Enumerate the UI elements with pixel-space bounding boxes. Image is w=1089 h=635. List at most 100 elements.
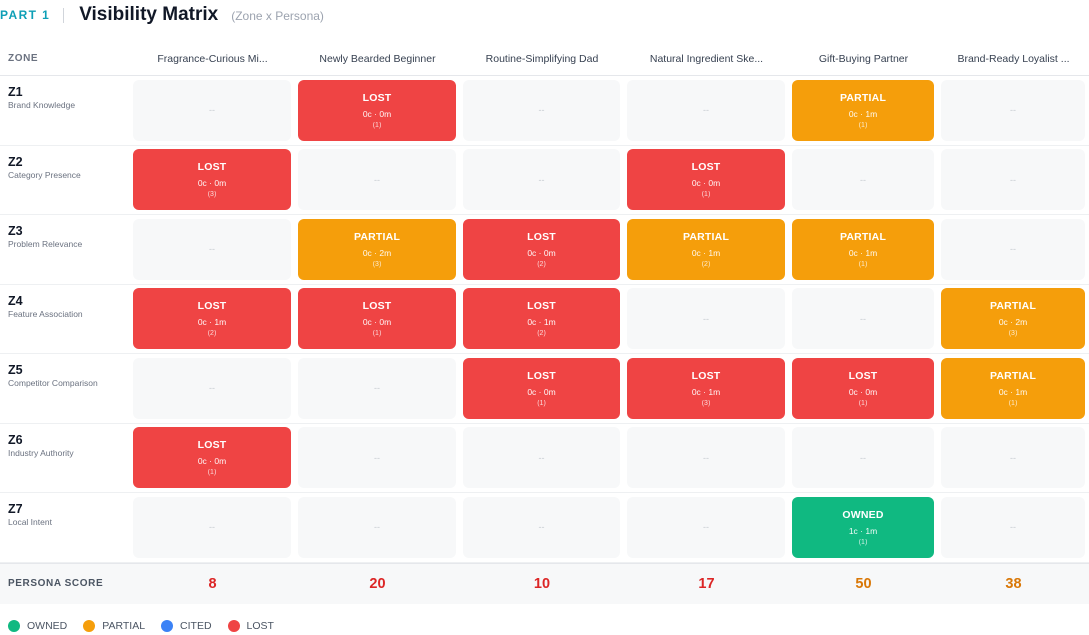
- citation-mention-metric: 0c · 1m: [691, 247, 721, 258]
- persona-score-value: 20: [369, 575, 386, 592]
- empty-cell: --: [941, 427, 1085, 489]
- status-label: LOST: [527, 230, 556, 243]
- citation-mention-metric: 0c · 0m: [362, 108, 392, 119]
- query-count: (1): [372, 330, 382, 338]
- empty-cell: --: [941, 218, 1085, 280]
- query-count: (1): [858, 260, 868, 268]
- citation-mention-metric: 0c · 2m: [362, 247, 392, 258]
- matrix-cell: LOST 0c · 0m (1): [789, 354, 938, 424]
- matrix-cell: --: [295, 493, 460, 563]
- matrix-cell: --: [130, 493, 295, 563]
- matrix-cell: --: [624, 285, 789, 354]
- matrix-cell: --: [295, 354, 460, 424]
- citation-mention-metric: 0c · 0m: [197, 456, 227, 467]
- query-count: (2): [537, 260, 546, 268]
- zone-id: Z2: [8, 154, 23, 169]
- header-divider: [63, 7, 65, 23]
- query-count: (1): [537, 399, 546, 407]
- matrix-header-row: ZONE Fragrance-Curious Mi... Newly Bearde…: [0, 42, 1089, 76]
- persona-column-header: Fragrance-Curious Mi...: [130, 42, 295, 76]
- persona-column-header: Gift-Buying Partner: [789, 42, 938, 76]
- query-count: (1): [701, 191, 711, 199]
- lost-status-cell[interactable]: LOST 0c · 1m (2): [463, 288, 620, 350]
- lost-status-cell[interactable]: LOST 0c · 0m (1): [792, 357, 934, 419]
- status-label: LOST: [197, 300, 227, 313]
- legend-dot-icon: [227, 620, 240, 632]
- matrix-cell: PARTIAL 0c · 1m (1): [789, 76, 938, 146]
- zone-row: Z2 Category Presence LOST 0c · 0m (3) -- -- LOS…: [0, 146, 1089, 215]
- legend-dot-icon: [161, 620, 174, 632]
- empty-cell: --: [627, 427, 785, 489]
- lost-status-cell[interactable]: LOST 0c · 0m (1): [298, 79, 456, 141]
- lost-status-cell[interactable]: LOST 0c · 1m (2): [133, 288, 291, 350]
- legend-dot-icon: [83, 620, 96, 632]
- lost-status-cell[interactable]: LOST 0c · 1m (3): [627, 357, 785, 419]
- query-count: (1): [858, 121, 868, 129]
- page-header: PART 1 Visibility Matrix (Zone x Persona…: [0, 0, 1089, 30]
- query-count: (2): [701, 260, 711, 268]
- persona-score-row: PERSONA SCORE 8 20 10 17 50 38: [0, 562, 1089, 604]
- empty-cell: --: [463, 427, 620, 489]
- empty-cell: --: [133, 357, 291, 419]
- partial-status-cell[interactable]: PARTIAL 0c · 1m (1): [941, 357, 1085, 419]
- zone-label-cell: Z1 Brand Knowledge: [0, 76, 130, 146]
- legend-item-cited: CITED: [161, 620, 212, 632]
- matrix-cell: LOST 0c · 1m (2): [460, 285, 624, 354]
- empty-cell: --: [133, 496, 291, 558]
- zone-row: Z3 Problem Relevance -- PARTIAL 0c · 2m (3) LO…: [0, 215, 1089, 285]
- lost-status-cell[interactable]: LOST 0c · 0m (1): [463, 357, 620, 419]
- matrix-cell: LOST 0c · 1m (2): [130, 285, 295, 354]
- partial-status-cell[interactable]: PARTIAL 0c · 1m (1): [792, 218, 934, 280]
- legend-item-lost: LOST: [227, 620, 274, 632]
- citation-mention-metric: 0c · 1m: [197, 317, 227, 328]
- partial-status-cell[interactable]: PARTIAL 0c · 1m (2): [627, 218, 785, 280]
- partial-status-cell[interactable]: PARTIAL 0c · 2m (3): [298, 218, 456, 280]
- persona-score-cell: 50: [789, 562, 938, 604]
- partial-status-cell[interactable]: PARTIAL 0c · 1m (1): [792, 79, 934, 141]
- query-count: (3): [372, 260, 382, 268]
- matrix-cell: --: [938, 424, 1089, 493]
- status-label: OWNED: [842, 508, 884, 521]
- zone-id: Z5: [8, 363, 23, 377]
- lost-status-cell[interactable]: LOST 0c · 0m (3): [133, 149, 291, 211]
- matrix-cell: LOST 0c · 0m (1): [624, 146, 789, 215]
- matrix-cell: --: [460, 424, 624, 493]
- matrix-cell: --: [295, 424, 460, 493]
- status-label: LOST: [362, 300, 392, 313]
- partial-status-cell[interactable]: PARTIAL 0c · 2m (3): [941, 288, 1085, 350]
- citation-mention-metric: 0c · 0m: [527, 386, 556, 397]
- zone-name: Competitor Comparison: [8, 378, 98, 388]
- status-label: PARTIAL: [682, 230, 730, 243]
- matrix-cell: LOST 0c · 1m (3): [624, 354, 789, 424]
- status-label: LOST: [691, 369, 721, 382]
- query-count: (1): [207, 469, 217, 477]
- lost-status-cell[interactable]: LOST 0c · 0m (1): [133, 427, 291, 489]
- empty-cell: --: [298, 149, 456, 211]
- legend-label: OWNED: [27, 620, 68, 632]
- query-count: (2): [207, 330, 217, 338]
- persona-score-cell: 10: [460, 562, 624, 604]
- matrix-cell: --: [624, 424, 789, 493]
- matrix-cell: --: [624, 493, 789, 563]
- lost-status-cell[interactable]: LOST 0c · 0m (1): [298, 288, 456, 350]
- citation-mention-metric: 0c · 1m: [848, 247, 878, 258]
- persona-score-value: 8: [208, 575, 217, 592]
- lost-status-cell[interactable]: LOST 0c · 0m (1): [627, 149, 785, 211]
- page-title: Visibility Matrix: [79, 4, 219, 25]
- lost-status-cell[interactable]: LOST 0c · 0m (2): [463, 218, 620, 280]
- owned-status-cell[interactable]: OWNED 1c · 1m (1): [792, 496, 934, 558]
- empty-cell: --: [627, 288, 785, 350]
- zone-row: Z6 Industry Authority LOST 0c · 0m (1) -- -- --…: [0, 424, 1089, 493]
- matrix-cell: LOST 0c · 0m (1): [130, 424, 295, 493]
- legend-dot-icon: [8, 620, 20, 632]
- zone-row: Z7 Local Intent -- -- -- -- OWNED 1c · 1m (1) --: [0, 493, 1089, 563]
- persona-score-value: 50: [855, 575, 872, 592]
- status-label: LOST: [362, 91, 392, 104]
- persona-column-header: Routine-Simplifying Dad: [460, 42, 624, 76]
- persona-score-cell: 8: [130, 562, 295, 604]
- citation-mention-metric: 0c · 1m: [527, 317, 556, 328]
- zone-name: Problem Relevance: [8, 239, 83, 249]
- zone-name: Feature Association: [8, 308, 83, 319]
- legend: OWNED PARTIAL CITED LOST: [8, 620, 290, 632]
- empty-cell: --: [792, 288, 934, 350]
